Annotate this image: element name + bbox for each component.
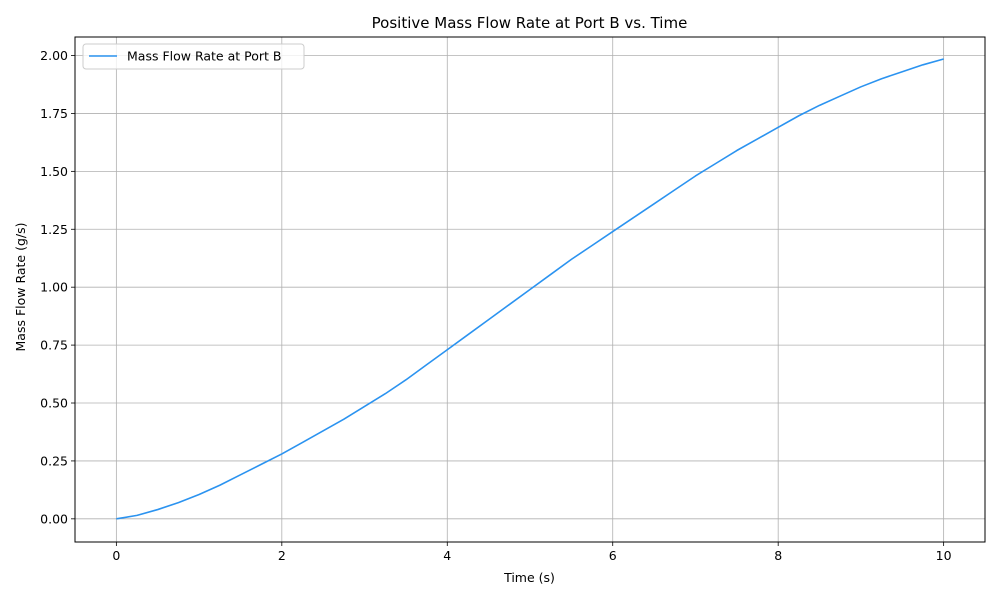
y-tick-label: 1.50	[40, 164, 68, 179]
y-tick-label: 2.00	[40, 48, 68, 63]
y-tick-label: 1.25	[40, 222, 68, 237]
x-tick-label: 2	[278, 548, 286, 563]
x-tick-label: 10	[936, 548, 952, 563]
grid	[75, 37, 985, 542]
x-tick-label: 0	[112, 548, 120, 563]
y-tick-label: 0.25	[40, 453, 68, 468]
x-tick-label: 4	[443, 548, 451, 563]
x-tick-label: 8	[774, 548, 782, 563]
x-axis-ticks: 0 2 4 6 8 10	[112, 542, 952, 563]
y-tick-label: 0.75	[40, 338, 68, 353]
series-lines	[116, 58, 944, 520]
y-axis-ticks: 0.00 0.25 0.50 0.75 1.00 1.25 1.50 1.75 2.00	[40, 48, 75, 526]
legend: Mass Flow Rate at Port B	[82, 43, 305, 70]
y-axis-label: Mass Flow Rate (g/s)	[13, 223, 28, 352]
legend-label: Mass Flow Rate at Port B	[127, 49, 281, 64]
series-line-mass-flow-rate	[116, 58, 944, 520]
x-tick-label: 6	[609, 548, 617, 563]
plot-area-frame	[74, 36, 986, 543]
y-tick-label: 0.50	[40, 396, 68, 411]
y-tick-label: 0.00	[40, 511, 68, 526]
y-tick-label: 1.75	[40, 106, 68, 121]
legend-box	[82, 43, 305, 70]
chart-title: Positive Mass Flow Rate at Port B vs. Ti…	[372, 14, 688, 32]
x-axis-label: Time (s)	[503, 570, 555, 585]
y-tick-label: 1.00	[40, 280, 68, 295]
